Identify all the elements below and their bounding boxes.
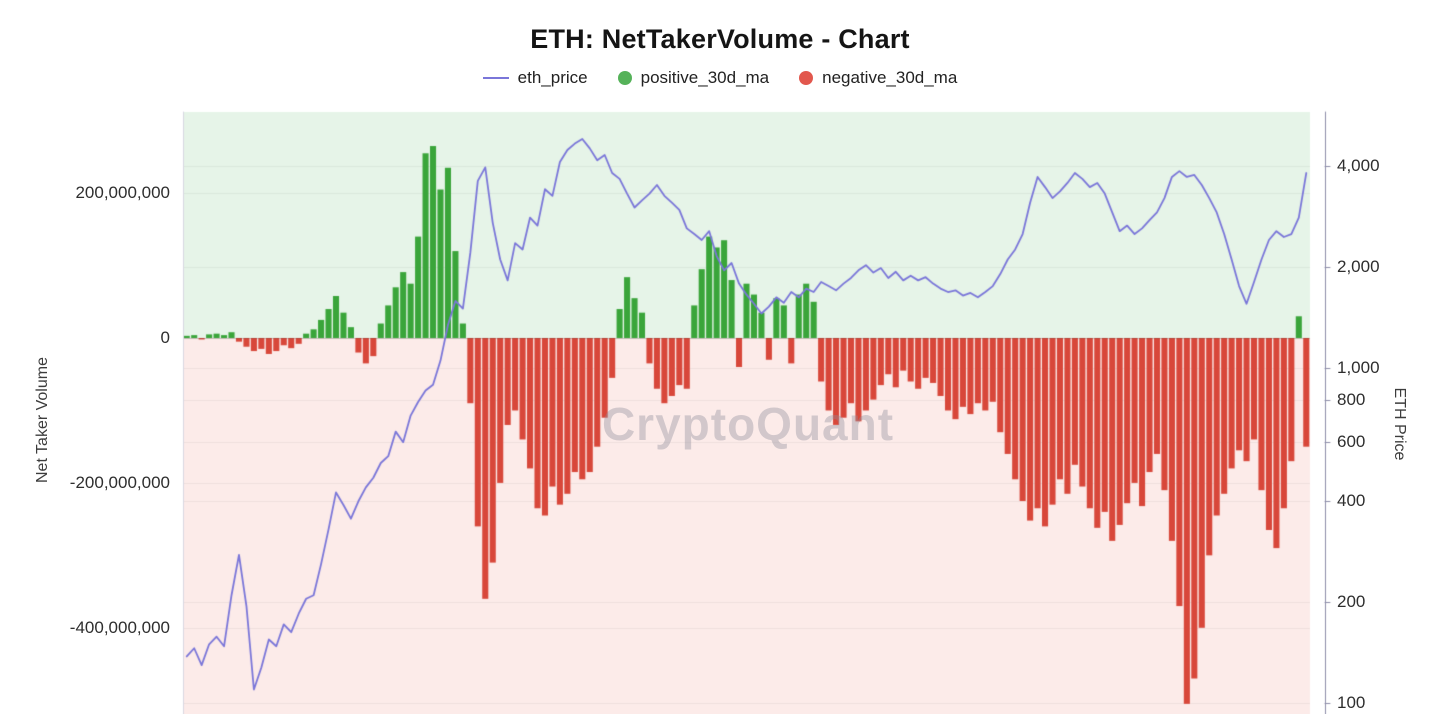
line-swatch-icon [482,76,509,80]
right-axis-tick-label: 2,000 [1337,256,1380,276]
right-axis-tick-label: 600 [1337,432,1366,452]
left-axis-tick-label: 0 [160,328,170,348]
legend-item-negative_30d_ma[interactable]: negative_30d_ma [799,68,957,88]
right-axis-tick-label: 4,000 [1337,155,1380,175]
right-axis-tick-label: 100 [1337,693,1366,713]
page-title: ETH: NetTakerVolume - Chart [530,24,910,54]
left-axis-tick-label: 200,000,000 [75,183,170,203]
right-axis-title: ETH Price [1391,387,1408,461]
dot-swatch-icon [617,71,632,85]
legend-label: eth_price [517,68,588,87]
left-axis-tick-label: -400,000,000 [69,617,170,637]
right-axis-tick-label: 200 [1337,592,1366,612]
left-axis-tick-label: -200,000,000 [69,472,170,492]
legend-label: negative_30d_ma [822,68,958,87]
legend-item-positive_30d_ma[interactable]: positive_30d_ma [617,68,770,88]
legend-item-eth_price[interactable]: eth_price [482,68,588,88]
left-axis-title: Net Taker Volume [34,357,51,483]
chart-legend: eth_price positive_30d_ma negative_30d_ma [0,68,1440,88]
right-axis-tick-label: 1,000 [1337,357,1380,377]
right-axis-tick-label: 400 [1337,491,1366,511]
right-axis-tick-label: 800 [1337,390,1366,410]
legend-label: positive_30d_ma [640,68,770,87]
dot-swatch-icon [799,71,814,85]
